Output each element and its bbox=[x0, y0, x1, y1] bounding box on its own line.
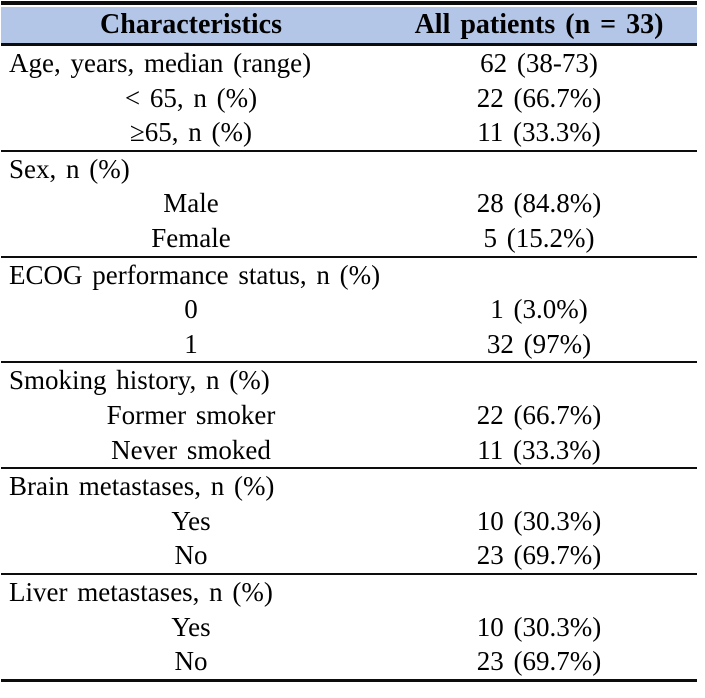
table-row: Never smoked 11 (33.3%) bbox=[1, 432, 697, 470]
row-label: Male bbox=[163, 188, 219, 219]
table-row: Smoking history, n (%) bbox=[1, 362, 697, 398]
table-row: 1 32 (97%) bbox=[1, 326, 697, 364]
row-label: Smoking history, n (%) bbox=[9, 365, 270, 396]
page-root: Characteristics All patients (n = 33) Ag… bbox=[0, 1, 705, 682]
patient-characteristics-table: Characteristics All patients (n = 33) Ag… bbox=[1, 1, 697, 682]
row-value: 11 (33.3%) bbox=[381, 432, 697, 470]
row-value: 22 (66.7%) bbox=[476, 399, 602, 430]
row-value: 62 (38-73) bbox=[480, 48, 598, 78]
table-row: 0 1 (3.0%) bbox=[1, 292, 697, 327]
table-row: No 23 (69.7%) bbox=[1, 644, 697, 679]
row-label: ≥65, n (%) bbox=[1, 115, 381, 152]
row-value bbox=[381, 574, 697, 610]
row-value: 1 (3.0%) bbox=[490, 294, 588, 325]
table-row: Former smoker 22 (66.7%) bbox=[1, 398, 697, 433]
row-label: Liver metastases, n (%) bbox=[9, 576, 273, 607]
row-label: Brain metastases, n (%) bbox=[9, 471, 275, 502]
table-row: Liver metastases, n (%) bbox=[1, 574, 697, 610]
table-row: ECOG performance status, n (%) bbox=[1, 257, 697, 293]
row-label: 0 bbox=[184, 294, 198, 325]
table-row: Female 5 (15.2%) bbox=[1, 220, 697, 258]
row-value: 23 (69.7%) bbox=[476, 646, 602, 677]
table-body: Age, years, median (range) 62 (38-73) < 65… bbox=[1, 45, 697, 679]
table-row: Sex, n (%) bbox=[1, 151, 697, 187]
row-value: 11 (33.3%) bbox=[381, 115, 697, 152]
row-label: Sex, n (%) bbox=[9, 153, 130, 184]
row-label: Yes bbox=[171, 505, 211, 536]
table-header-row: Characteristics All patients (n = 33) bbox=[1, 7, 697, 46]
table-row: Age, years, median (range) 62 (38-73) bbox=[1, 45, 697, 81]
row-value bbox=[381, 468, 697, 504]
row-value: 23 (69.7%) bbox=[381, 538, 697, 575]
row-label: Never smoked bbox=[1, 432, 381, 470]
table: Characteristics All patients (n = 33) Ag… bbox=[1, 7, 697, 679]
row-label: ECOG performance status, n (%) bbox=[9, 259, 381, 290]
table-row: No 23 (69.7%) bbox=[1, 538, 697, 575]
row-label: No bbox=[174, 646, 208, 677]
table-row: ≥65, n (%) 11 (33.3%) bbox=[1, 115, 697, 152]
row-value: 22 (66.7%) bbox=[476, 82, 602, 113]
header-characteristics: Characteristics bbox=[1, 7, 381, 46]
row-value: 28 (84.8%) bbox=[476, 188, 602, 219]
table-row: Brain metastases, n (%) bbox=[1, 468, 697, 504]
row-value bbox=[381, 257, 697, 293]
row-value bbox=[381, 362, 697, 398]
row-label: 1 bbox=[1, 326, 381, 364]
row-label: Age, years, median (range) bbox=[9, 48, 312, 78]
table-row: Yes 10 (30.3%) bbox=[1, 504, 697, 539]
row-value: 10 (30.3%) bbox=[476, 505, 602, 536]
table-row: Yes 10 (30.3%) bbox=[1, 610, 697, 645]
row-value: 32 (97%) bbox=[381, 326, 697, 364]
row-label: Former smoker bbox=[106, 399, 276, 430]
row-label: No bbox=[1, 538, 381, 575]
row-label: Female bbox=[1, 220, 381, 258]
table-row: < 65, n (%) 22 (66.7%) bbox=[1, 81, 697, 116]
row-value bbox=[381, 151, 697, 187]
row-label: Yes bbox=[171, 611, 211, 642]
row-value: 5 (15.2%) bbox=[381, 220, 697, 258]
row-value: 10 (30.3%) bbox=[476, 611, 602, 642]
header-all-patients: All patients (n = 33) bbox=[381, 7, 697, 46]
row-label: < 65, n (%) bbox=[124, 82, 258, 113]
table-row: Male 28 (84.8%) bbox=[1, 186, 697, 221]
